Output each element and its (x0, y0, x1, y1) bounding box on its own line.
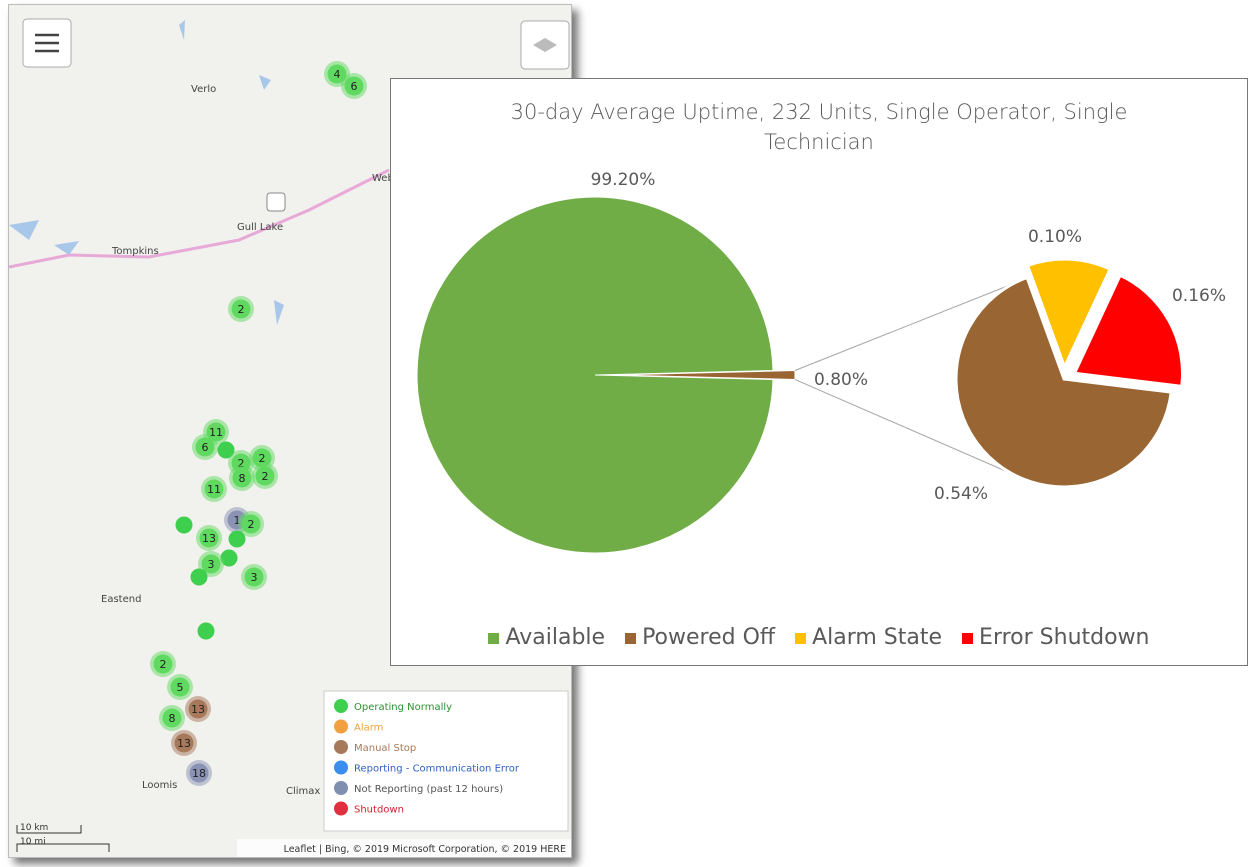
cluster-marker (229, 531, 246, 548)
legend-swatch (334, 802, 348, 816)
cluster-count: 8 (239, 472, 246, 485)
legend-item: Alarm State (795, 625, 942, 650)
scale-label: 10 km (20, 823, 48, 833)
data-label: 0.80% (814, 370, 868, 390)
legend-item: Available (488, 625, 605, 650)
legend-label: Reporting - Communication Error (354, 764, 520, 775)
scale-label: 10 mi (20, 837, 46, 847)
cluster-count: 18 (192, 767, 206, 780)
cluster-count: 6 (202, 441, 209, 454)
place-label: Eastend (101, 594, 141, 605)
cluster-count: 5 (177, 681, 184, 694)
legend-swatch (488, 633, 499, 644)
page: VerloWebbGull LakeTompkinsEastendLoomisC… (0, 0, 1249, 867)
data-label: 0.54% (934, 484, 988, 504)
legend: Available Powered Off Alarm State Error Shu… (391, 625, 1247, 650)
legend-swatch (334, 781, 348, 795)
legend-swatch (962, 633, 973, 644)
chart-panel: 30-day Average Uptime, 232 Units, Single… (390, 78, 1248, 666)
cluster-count: 2 (238, 303, 245, 316)
legend-swatch (334, 740, 348, 754)
cluster-count: 11 (207, 483, 221, 496)
cluster-count: 2 (248, 518, 255, 531)
cluster-marker (176, 517, 193, 534)
legend-item: Powered Off (625, 625, 775, 650)
cluster-count: 3 (208, 558, 215, 571)
legend-item: Error Shutdown (962, 625, 1149, 650)
place-label: Tompkins (111, 246, 159, 257)
legend-swatch (334, 761, 348, 775)
legend-label: Manual Stop (354, 743, 416, 754)
legend-swatch (334, 699, 348, 713)
data-label: 99.20% (591, 170, 656, 190)
data-label: 0.10% (1028, 227, 1082, 247)
place-label: Verlo (191, 84, 216, 95)
legend-label: Alarm (354, 723, 383, 734)
legend-label: Alarm State (812, 625, 942, 650)
place-label: Gull Lake (237, 222, 283, 233)
cluster-count: 2 (262, 470, 269, 483)
legend-label: Powered Off (642, 625, 775, 650)
chart: 99.20% 0.54% 0.10% 0.16% 0.80% (391, 79, 1247, 665)
cluster-count: 2 (160, 658, 167, 671)
cluster-count: 8 (169, 712, 176, 725)
cluster-count: 4 (334, 68, 341, 81)
legend-swatch (795, 633, 806, 644)
legend-label: Error Shutdown (979, 625, 1149, 650)
legend-swatch (334, 720, 348, 734)
route-shield (267, 193, 285, 211)
cluster-count: 13 (177, 737, 191, 750)
cluster-count: 13 (191, 703, 205, 716)
cluster-count: 6 (351, 80, 358, 93)
place-label: Loomis (142, 780, 177, 791)
attribution: Leaflet | Bing, © 2019 Microsoft Corpora… (284, 844, 566, 855)
legend-swatch (625, 633, 636, 644)
cluster-marker (198, 623, 215, 640)
legend-label: Shutdown (354, 805, 404, 816)
legend-label: Not Reporting (past 12 hours) (354, 784, 503, 795)
place-label: Climax (286, 786, 320, 797)
data-label: 0.16% (1172, 286, 1226, 306)
cluster-count: 13 (202, 532, 216, 545)
cluster-count: 3 (251, 571, 258, 584)
legend-label: Available (505, 625, 605, 650)
cluster-marker (191, 569, 208, 586)
legend-label: Operating Normally (354, 702, 452, 713)
